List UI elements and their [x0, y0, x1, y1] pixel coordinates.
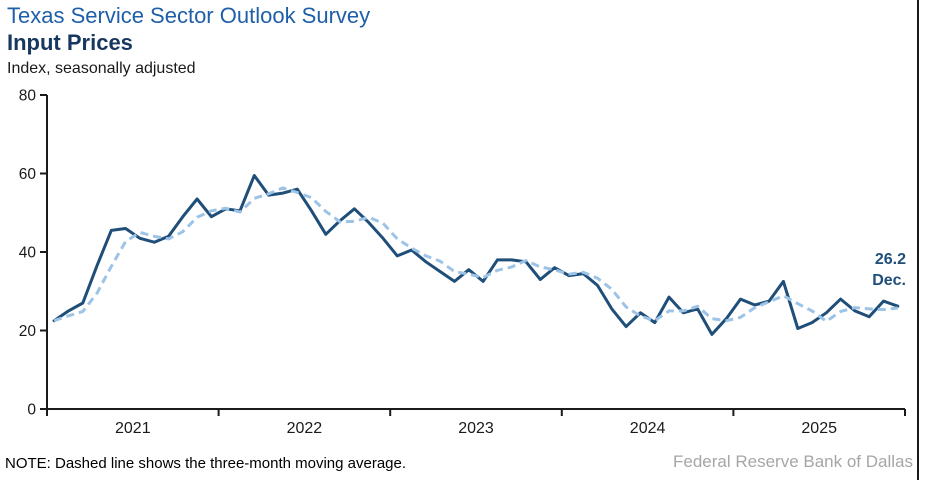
y-tick-label: 40: [19, 244, 37, 261]
y-tick-label: 80: [19, 87, 37, 104]
y-tick-label: 0: [27, 401, 36, 418]
page-title: Texas Service Sector Outlook Survey: [7, 3, 371, 28]
x-year-label: 2022: [287, 420, 323, 437]
last-value-number: 26.2: [874, 251, 906, 268]
x-year-label: 2024: [630, 420, 666, 437]
attribution: Federal Reserve Bank of Dallas: [672, 452, 913, 471]
axes: [46, 95, 905, 410]
monthly-series-line: [52, 174, 900, 336]
chart-subtitle: Input Prices: [7, 30, 133, 55]
y-tick-label: 20: [19, 323, 37, 340]
y-tick-label: 60: [19, 166, 37, 183]
footnote: NOTE: Dashed line shows the three-month …: [5, 455, 407, 472]
window-right-border: [917, 0, 919, 480]
moving-average-line: [53, 186, 898, 323]
x-year-label: 2025: [801, 420, 837, 437]
last-value-month: Dec.: [872, 272, 906, 289]
x-year-label: 2021: [115, 420, 151, 437]
last-value-annotation: 26.2 Dec.: [872, 249, 906, 291]
axis-unit-label: Index, seasonally adjusted: [7, 60, 196, 77]
x-year-label: 2023: [458, 420, 494, 437]
